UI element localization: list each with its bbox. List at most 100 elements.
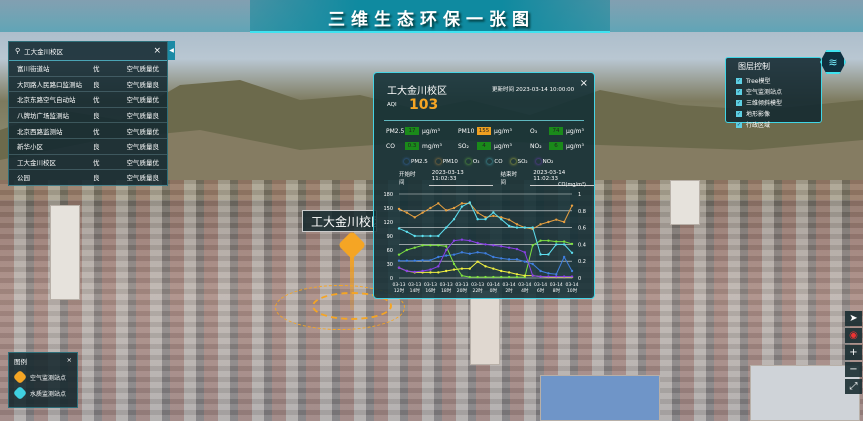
checkbox-checked-icon[interactable]: ✓ bbox=[736, 110, 742, 117]
data-point[interactable] bbox=[421, 244, 424, 247]
data-point[interactable] bbox=[429, 206, 432, 210]
data-point[interactable] bbox=[492, 244, 495, 247]
data-point[interactable] bbox=[507, 246, 511, 249]
data-point[interactable] bbox=[413, 246, 416, 249]
data-point[interactable] bbox=[429, 234, 432, 238]
data-point[interactable] bbox=[484, 216, 487, 219]
data-point[interactable] bbox=[452, 218, 456, 221]
data-point[interactable] bbox=[468, 275, 471, 279]
data-point[interactable] bbox=[500, 269, 503, 273]
data-point[interactable] bbox=[437, 271, 440, 274]
data-point[interactable] bbox=[460, 274, 464, 277]
data-point[interactable] bbox=[444, 245, 448, 248]
data-point[interactable] bbox=[500, 257, 503, 260]
data-point[interactable] bbox=[539, 223, 542, 226]
data-point[interactable] bbox=[429, 271, 432, 274]
clear-search-button[interactable]: × bbox=[153, 46, 161, 56]
data-point[interactable] bbox=[452, 206, 456, 210]
data-point[interactable] bbox=[484, 265, 487, 268]
data-point[interactable] bbox=[421, 234, 424, 238]
data-point[interactable] bbox=[484, 275, 487, 279]
data-point[interactable] bbox=[476, 211, 479, 214]
data-point[interactable] bbox=[397, 207, 401, 211]
data-point[interactable] bbox=[476, 218, 479, 221]
data-point[interactable] bbox=[460, 251, 464, 254]
data-point[interactable] bbox=[452, 262, 456, 266]
station-list-item[interactable]: 富川街道站 优 空气质量优 bbox=[9, 61, 167, 77]
data-point[interactable] bbox=[405, 248, 409, 252]
data-point[interactable] bbox=[562, 275, 566, 278]
data-point[interactable] bbox=[500, 275, 503, 279]
data-point[interactable] bbox=[484, 243, 487, 246]
data-point[interactable] bbox=[476, 251, 479, 254]
data-point[interactable] bbox=[523, 260, 527, 263]
close-legend-button[interactable]: × bbox=[66, 356, 72, 364]
zoom-in-button[interactable]: + bbox=[845, 345, 862, 360]
data-point[interactable] bbox=[507, 258, 511, 261]
data-point[interactable] bbox=[437, 265, 440, 268]
data-point[interactable] bbox=[476, 275, 479, 279]
data-point[interactable] bbox=[547, 272, 550, 275]
data-point[interactable] bbox=[492, 275, 495, 279]
compass-icon[interactable]: ◉ bbox=[845, 328, 862, 343]
checkbox-checked-icon[interactable]: ✓ bbox=[736, 99, 742, 106]
legend-item[interactable]: O₃ bbox=[466, 159, 480, 165]
checkbox-checked-icon[interactable]: ✓ bbox=[736, 77, 742, 84]
data-point[interactable] bbox=[413, 259, 416, 262]
data-point[interactable] bbox=[437, 255, 440, 259]
data-point[interactable] bbox=[413, 234, 416, 238]
data-point[interactable] bbox=[468, 267, 471, 270]
legend-item[interactable]: CO bbox=[487, 159, 502, 165]
data-point[interactable] bbox=[555, 240, 558, 243]
data-point[interactable] bbox=[547, 253, 550, 256]
checkbox-checked-icon[interactable]: ✓ bbox=[736, 88, 742, 95]
data-point[interactable] bbox=[484, 252, 487, 255]
data-point[interactable] bbox=[570, 251, 574, 254]
data-point[interactable] bbox=[539, 239, 542, 242]
data-point[interactable] bbox=[531, 244, 534, 247]
data-point[interactable] bbox=[547, 220, 550, 224]
station-list-item[interactable]: 大同路人民路口监测站 良 空气质量良 bbox=[9, 77, 167, 93]
end-date-input[interactable]: 2023-03-14 11:02:33 bbox=[530, 170, 594, 186]
data-point[interactable] bbox=[413, 270, 416, 274]
data-point[interactable] bbox=[444, 248, 448, 252]
data-point[interactable] bbox=[468, 201, 471, 204]
layer-toggle[interactable]: ✓ 行政区域 bbox=[726, 119, 821, 130]
data-point[interactable] bbox=[492, 214, 495, 218]
data-point[interactable] bbox=[515, 223, 519, 226]
data-point[interactable] bbox=[397, 266, 401, 269]
data-point[interactable] bbox=[460, 267, 464, 270]
station-list-item[interactable]: 八牌坊广场监测站 良 空气质量良 bbox=[9, 108, 167, 124]
data-point[interactable] bbox=[515, 226, 519, 229]
fullscreen-button[interactable]: ⤢ bbox=[845, 379, 862, 394]
search-input[interactable] bbox=[24, 47, 125, 55]
data-point[interactable] bbox=[507, 275, 511, 279]
legend-item[interactable]: SO₂ bbox=[511, 159, 528, 165]
data-point[interactable] bbox=[523, 251, 527, 254]
legend-item[interactable]: PM2.5 bbox=[404, 159, 428, 165]
data-point[interactable] bbox=[444, 209, 448, 212]
data-point[interactable] bbox=[444, 269, 448, 273]
data-point[interactable] bbox=[500, 216, 503, 219]
checkbox-checked-icon[interactable]: ✓ bbox=[736, 121, 742, 128]
data-point[interactable] bbox=[523, 226, 527, 229]
data-point[interactable] bbox=[444, 254, 448, 257]
data-point[interactable] bbox=[444, 226, 448, 229]
data-point[interactable] bbox=[500, 245, 503, 248]
data-point[interactable] bbox=[468, 252, 471, 255]
data-point[interactable] bbox=[500, 218, 503, 221]
data-point[interactable] bbox=[437, 244, 440, 247]
data-point[interactable] bbox=[539, 275, 542, 278]
legend-item[interactable]: NO₂ bbox=[536, 159, 554, 165]
data-point[interactable] bbox=[562, 240, 566, 243]
data-point[interactable] bbox=[507, 218, 511, 221]
data-point[interactable] bbox=[405, 269, 409, 273]
collapse-panel-button[interactable]: ◀ bbox=[168, 41, 175, 60]
data-point[interactable] bbox=[492, 211, 495, 214]
data-point[interactable] bbox=[515, 258, 519, 261]
navigate-icon[interactable]: ➤ bbox=[845, 311, 862, 326]
data-point[interactable] bbox=[531, 226, 534, 229]
data-point[interactable] bbox=[492, 267, 495, 270]
data-point[interactable] bbox=[429, 268, 432, 271]
data-point[interactable] bbox=[562, 220, 566, 224]
